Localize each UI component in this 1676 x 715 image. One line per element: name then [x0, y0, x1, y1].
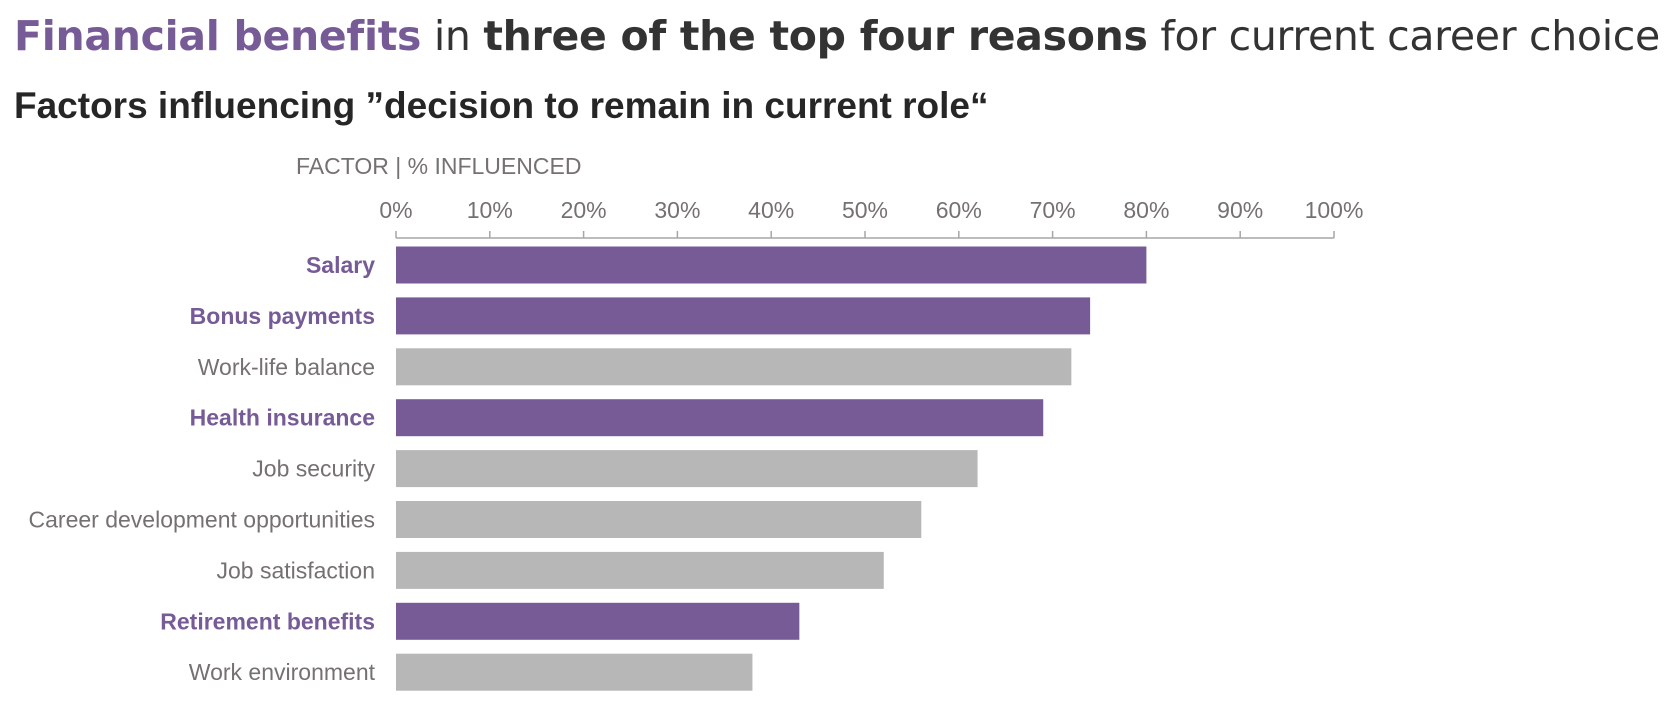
- category-label: Work environment: [189, 659, 376, 685]
- x-tick-label: 90%: [1217, 197, 1263, 223]
- x-tick-label: 20%: [561, 197, 607, 223]
- x-tick-label: 80%: [1123, 197, 1169, 223]
- bar: [396, 450, 978, 488]
- bar: [396, 602, 800, 640]
- bar: [396, 501, 922, 538]
- x-tick-label: 30%: [654, 197, 700, 223]
- bar: [396, 399, 1044, 437]
- x-tick-label: 60%: [936, 197, 982, 223]
- x-tick-label: 70%: [1030, 197, 1076, 223]
- bar: [396, 348, 1072, 386]
- bar: [396, 551, 884, 589]
- x-tick-label: 100%: [1305, 197, 1364, 223]
- x-tick-label: 40%: [748, 197, 794, 223]
- chart-headline: Financial benefits in three of the top f…: [14, 4, 1660, 68]
- category-label: Career development opportunities: [29, 507, 375, 533]
- bar: [396, 297, 1091, 335]
- headline-strong: three of the top four reasons: [483, 12, 1148, 60]
- category-label: Job satisfaction: [216, 557, 375, 583]
- bar: [396, 653, 753, 691]
- category-label: Work-life balance: [198, 354, 375, 380]
- x-axis: 0% 10% 20% 30% 40% 50% 60% 70% 80% 90% 100%: [379, 197, 1364, 239]
- x-tick-label: 50%: [842, 197, 888, 223]
- category-label: Job security: [252, 456, 375, 482]
- category-label: Health insurance: [190, 405, 375, 431]
- headline-part-2: in: [421, 12, 484, 60]
- category-label: Salary: [306, 252, 375, 278]
- x-tick-label: 0%: [379, 197, 412, 223]
- headline-part-4: for current career choice: [1147, 12, 1660, 60]
- bar: [396, 246, 1147, 284]
- axis-title: FACTOR | % INFLUENCED: [296, 153, 581, 179]
- headline-accent: Financial benefits: [14, 12, 422, 60]
- category-label: Retirement benefits: [160, 608, 375, 634]
- x-tick-label: 10%: [467, 197, 513, 223]
- category-label: Bonus payments: [190, 303, 375, 329]
- bar-series: [396, 246, 1147, 691]
- chart-subtitle: Factors influencing ”decision to remain …: [14, 85, 989, 126]
- category-labels: Salary Bonus payments Work-life balance Hea…: [29, 252, 376, 685]
